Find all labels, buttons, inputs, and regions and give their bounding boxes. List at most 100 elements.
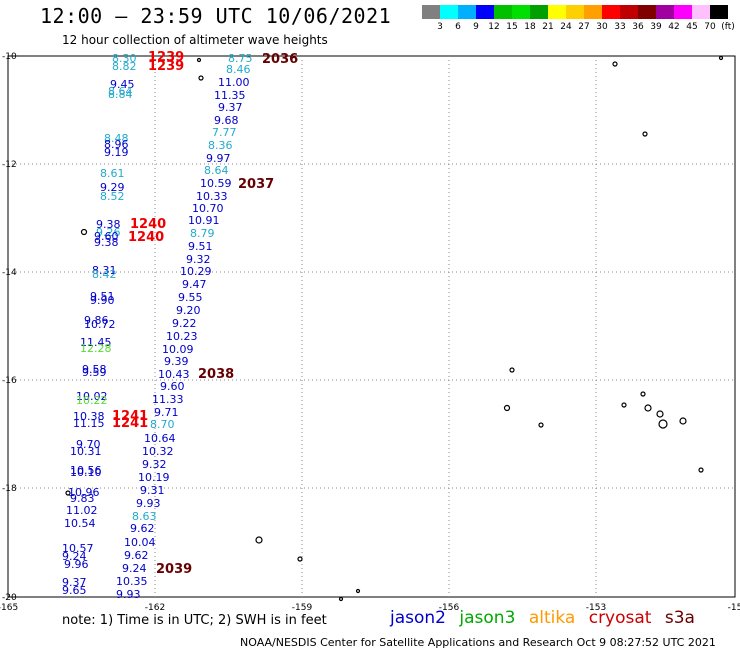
credit-line: NOAA/NESDIS Center for Satellite Applica… — [240, 636, 716, 649]
pass-time-label: 1239 — [148, 59, 184, 74]
swh-observation: 10.09 — [162, 343, 194, 356]
swh-observation: 10.22 — [76, 394, 108, 407]
swh-observation: 9.60 — [94, 230, 119, 243]
swh-observation: 9.97 — [206, 152, 231, 165]
swh-observation: 9.47 — [182, 278, 207, 291]
x-tick-label: -165 — [0, 603, 18, 613]
colorbar-swatch — [656, 5, 674, 19]
swh-observation: 11.02 — [66, 504, 98, 517]
island-outline — [509, 367, 515, 373]
legend-jason2: jason2 — [390, 608, 446, 628]
x-tick-label: -15 — [728, 603, 740, 613]
y-tick-label: -20 — [2, 593, 17, 603]
island-outline — [80, 228, 88, 236]
pass-time-label: 1239 — [148, 50, 184, 65]
colorbar-swatch — [494, 5, 512, 19]
swh-observation: 9.20 — [176, 304, 201, 317]
island-outline — [679, 417, 687, 425]
island-outline — [612, 61, 618, 67]
footnote: note: 1) Time is in UTC; 2) SWH is in fe… — [62, 613, 327, 628]
swh-observation: 8.82 — [112, 60, 137, 73]
colorbar-swatch — [602, 5, 620, 19]
island-outline — [297, 556, 303, 562]
colorbar-swatch — [548, 5, 566, 19]
swh-observation: 10.35 — [116, 575, 148, 588]
swh-observation: 8.96 — [104, 138, 129, 151]
colorbar-label: 36 — [632, 22, 644, 32]
island-outline — [642, 131, 648, 137]
swh-observation: 9.96 — [64, 558, 89, 571]
swh-observation: 10.10 — [70, 466, 102, 479]
colorbar-label: 24 — [560, 22, 572, 32]
swh-observation: 10.19 — [138, 471, 170, 484]
swh-observation: 8.63 — [132, 510, 157, 523]
swh-observation: 9.29 — [100, 181, 125, 194]
island-outline — [640, 391, 646, 397]
swh-observation: 7.77 — [212, 126, 237, 139]
colorbar-swatch — [422, 5, 440, 19]
swh-observation: 9.65 — [62, 584, 87, 597]
colorbar-label: 9 — [473, 22, 479, 32]
island-outline — [644, 404, 652, 412]
legend-s3a: s3a — [664, 608, 695, 628]
map-subtitle: 12 hour collection of altimeter wave hei… — [62, 33, 328, 47]
swh-observation: 9.83 — [70, 492, 95, 505]
y-tick-label: -14 — [2, 268, 17, 278]
swh-observation: 10.64 — [144, 432, 176, 445]
island-outline — [621, 402, 627, 408]
swh-observation: 10.59 — [200, 177, 232, 190]
swh-observation: 10.38 — [73, 410, 105, 423]
swh-observation: 12.28 — [80, 342, 112, 355]
swh-observation: 8.52 — [100, 190, 125, 203]
island-outline — [338, 596, 344, 602]
legend-altika: altika — [528, 608, 576, 628]
swh-observation: 9.37 — [62, 576, 87, 589]
swh-observation: 10.96 — [68, 486, 100, 499]
swh-observation: 8.64 — [108, 85, 133, 98]
swh-observation: 8.30 — [112, 52, 137, 65]
colorbar-swatch — [512, 5, 530, 19]
swh-observation: 11.45 — [80, 336, 112, 349]
swh-observation: 9.32 — [186, 253, 211, 266]
swh-observation: 10.02 — [76, 390, 108, 403]
colorbar-label: 33 — [614, 22, 626, 32]
colorbar-swatch — [620, 5, 638, 19]
x-tick-label: -156 — [439, 603, 460, 613]
colorbar-label: 6 — [455, 22, 461, 32]
swh-observation: 9.71 — [154, 406, 179, 419]
legend-cryosat: cryosat — [588, 608, 652, 628]
swh-observation: 9.58 — [82, 363, 107, 376]
legend-jason3: jason3 — [459, 608, 516, 628]
island-outline — [65, 490, 71, 496]
swh-observation: 8.79 — [190, 227, 215, 240]
swh-observation: 8.61 — [100, 167, 125, 180]
swh-observation: 8.46 — [226, 63, 251, 76]
colorbar-swatch — [584, 5, 602, 19]
colorbar-swatch — [566, 5, 584, 19]
swh-observation: 9.51 — [188, 240, 213, 253]
swh-observation: 11.35 — [214, 89, 246, 102]
swh-observation: 11.33 — [152, 393, 184, 406]
swh-observation: 9.51 — [90, 290, 115, 303]
swh-observation: 9.24 — [62, 550, 87, 563]
swh-observation: 10.56 — [70, 464, 102, 477]
swh-observation: 8.64 — [204, 164, 229, 177]
pass-time-label: 2036 — [262, 52, 298, 67]
swh-observation: 9.22 — [172, 317, 197, 330]
island-outline — [355, 588, 361, 594]
swh-observation: 8.31 — [92, 264, 117, 277]
satellite-legend: jason2 jason3 altika cryosat s3a — [390, 608, 703, 628]
swh-observation: 10.23 — [166, 330, 198, 343]
swh-observation: 9.32 — [142, 458, 167, 471]
swh-observation: 11.15 — [73, 417, 105, 430]
colorbar-label: 70 — [704, 22, 716, 32]
swh-observation: 9.62 — [124, 549, 149, 562]
swh-observation: 9.39 — [164, 355, 189, 368]
colorbar-swatch — [476, 5, 494, 19]
swh-observation: 9.93 — [136, 497, 161, 510]
colorbar-label: 3 — [437, 22, 443, 32]
swh-observation: 10.54 — [64, 517, 96, 530]
island-outline — [698, 467, 704, 473]
island-outline — [656, 410, 664, 418]
